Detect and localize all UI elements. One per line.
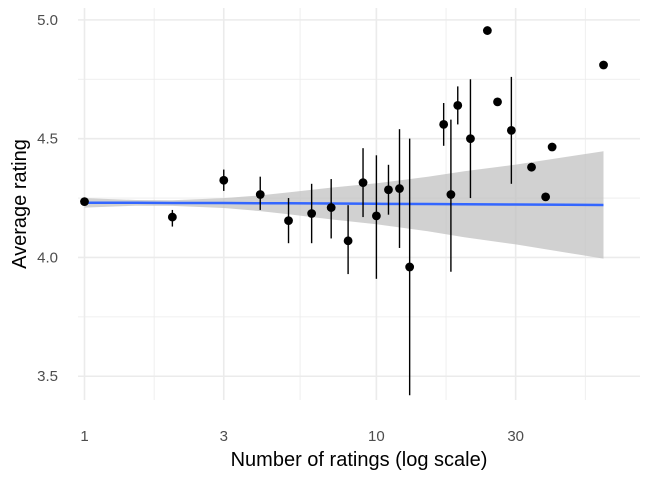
data-point [547, 142, 557, 152]
data-point [527, 162, 536, 172]
data-point [395, 184, 404, 193]
data-point [466, 134, 475, 144]
grid-major-lines [78, 8, 640, 400]
y-axis-title: Average rating [9, 139, 31, 269]
x-tick-labels: 1 3 10 30 [80, 428, 524, 445]
data-point [307, 209, 317, 218]
y-tick-label: 4.0 [37, 249, 58, 266]
data-point [506, 125, 516, 135]
data-point [599, 60, 608, 70]
y-tick-label: 4.5 [37, 131, 58, 148]
x-tick-label: 1 [80, 428, 88, 445]
data-point [326, 203, 336, 212]
x-axis-title: Number of ratings (log scale) [231, 449, 488, 471]
y-tick-labels: 3.5 4.0 4.5 5.0 [37, 12, 58, 385]
data-point [284, 216, 293, 226]
data-point [343, 236, 353, 246]
data-point [371, 211, 381, 221]
x-tick-label: 3 [220, 428, 228, 445]
x-tick-label: 30 [507, 428, 524, 445]
data-point [167, 212, 177, 222]
data-point [493, 97, 502, 107]
data-point [439, 120, 449, 129]
y-tick-label: 5.0 [37, 12, 58, 29]
data-point [541, 192, 551, 202]
data-point [255, 190, 265, 199]
data-points [80, 26, 608, 272]
y-tick-label: 3.5 [37, 368, 58, 385]
data-point [405, 262, 415, 272]
data-point [384, 185, 393, 195]
data-point [219, 175, 229, 185]
data-point [358, 178, 368, 188]
x-tick-label: 10 [368, 428, 385, 445]
confidence-band [84, 151, 604, 259]
data-point [453, 101, 463, 110]
data-point [80, 197, 89, 207]
data-point [482, 26, 492, 35]
data-point [446, 190, 456, 199]
